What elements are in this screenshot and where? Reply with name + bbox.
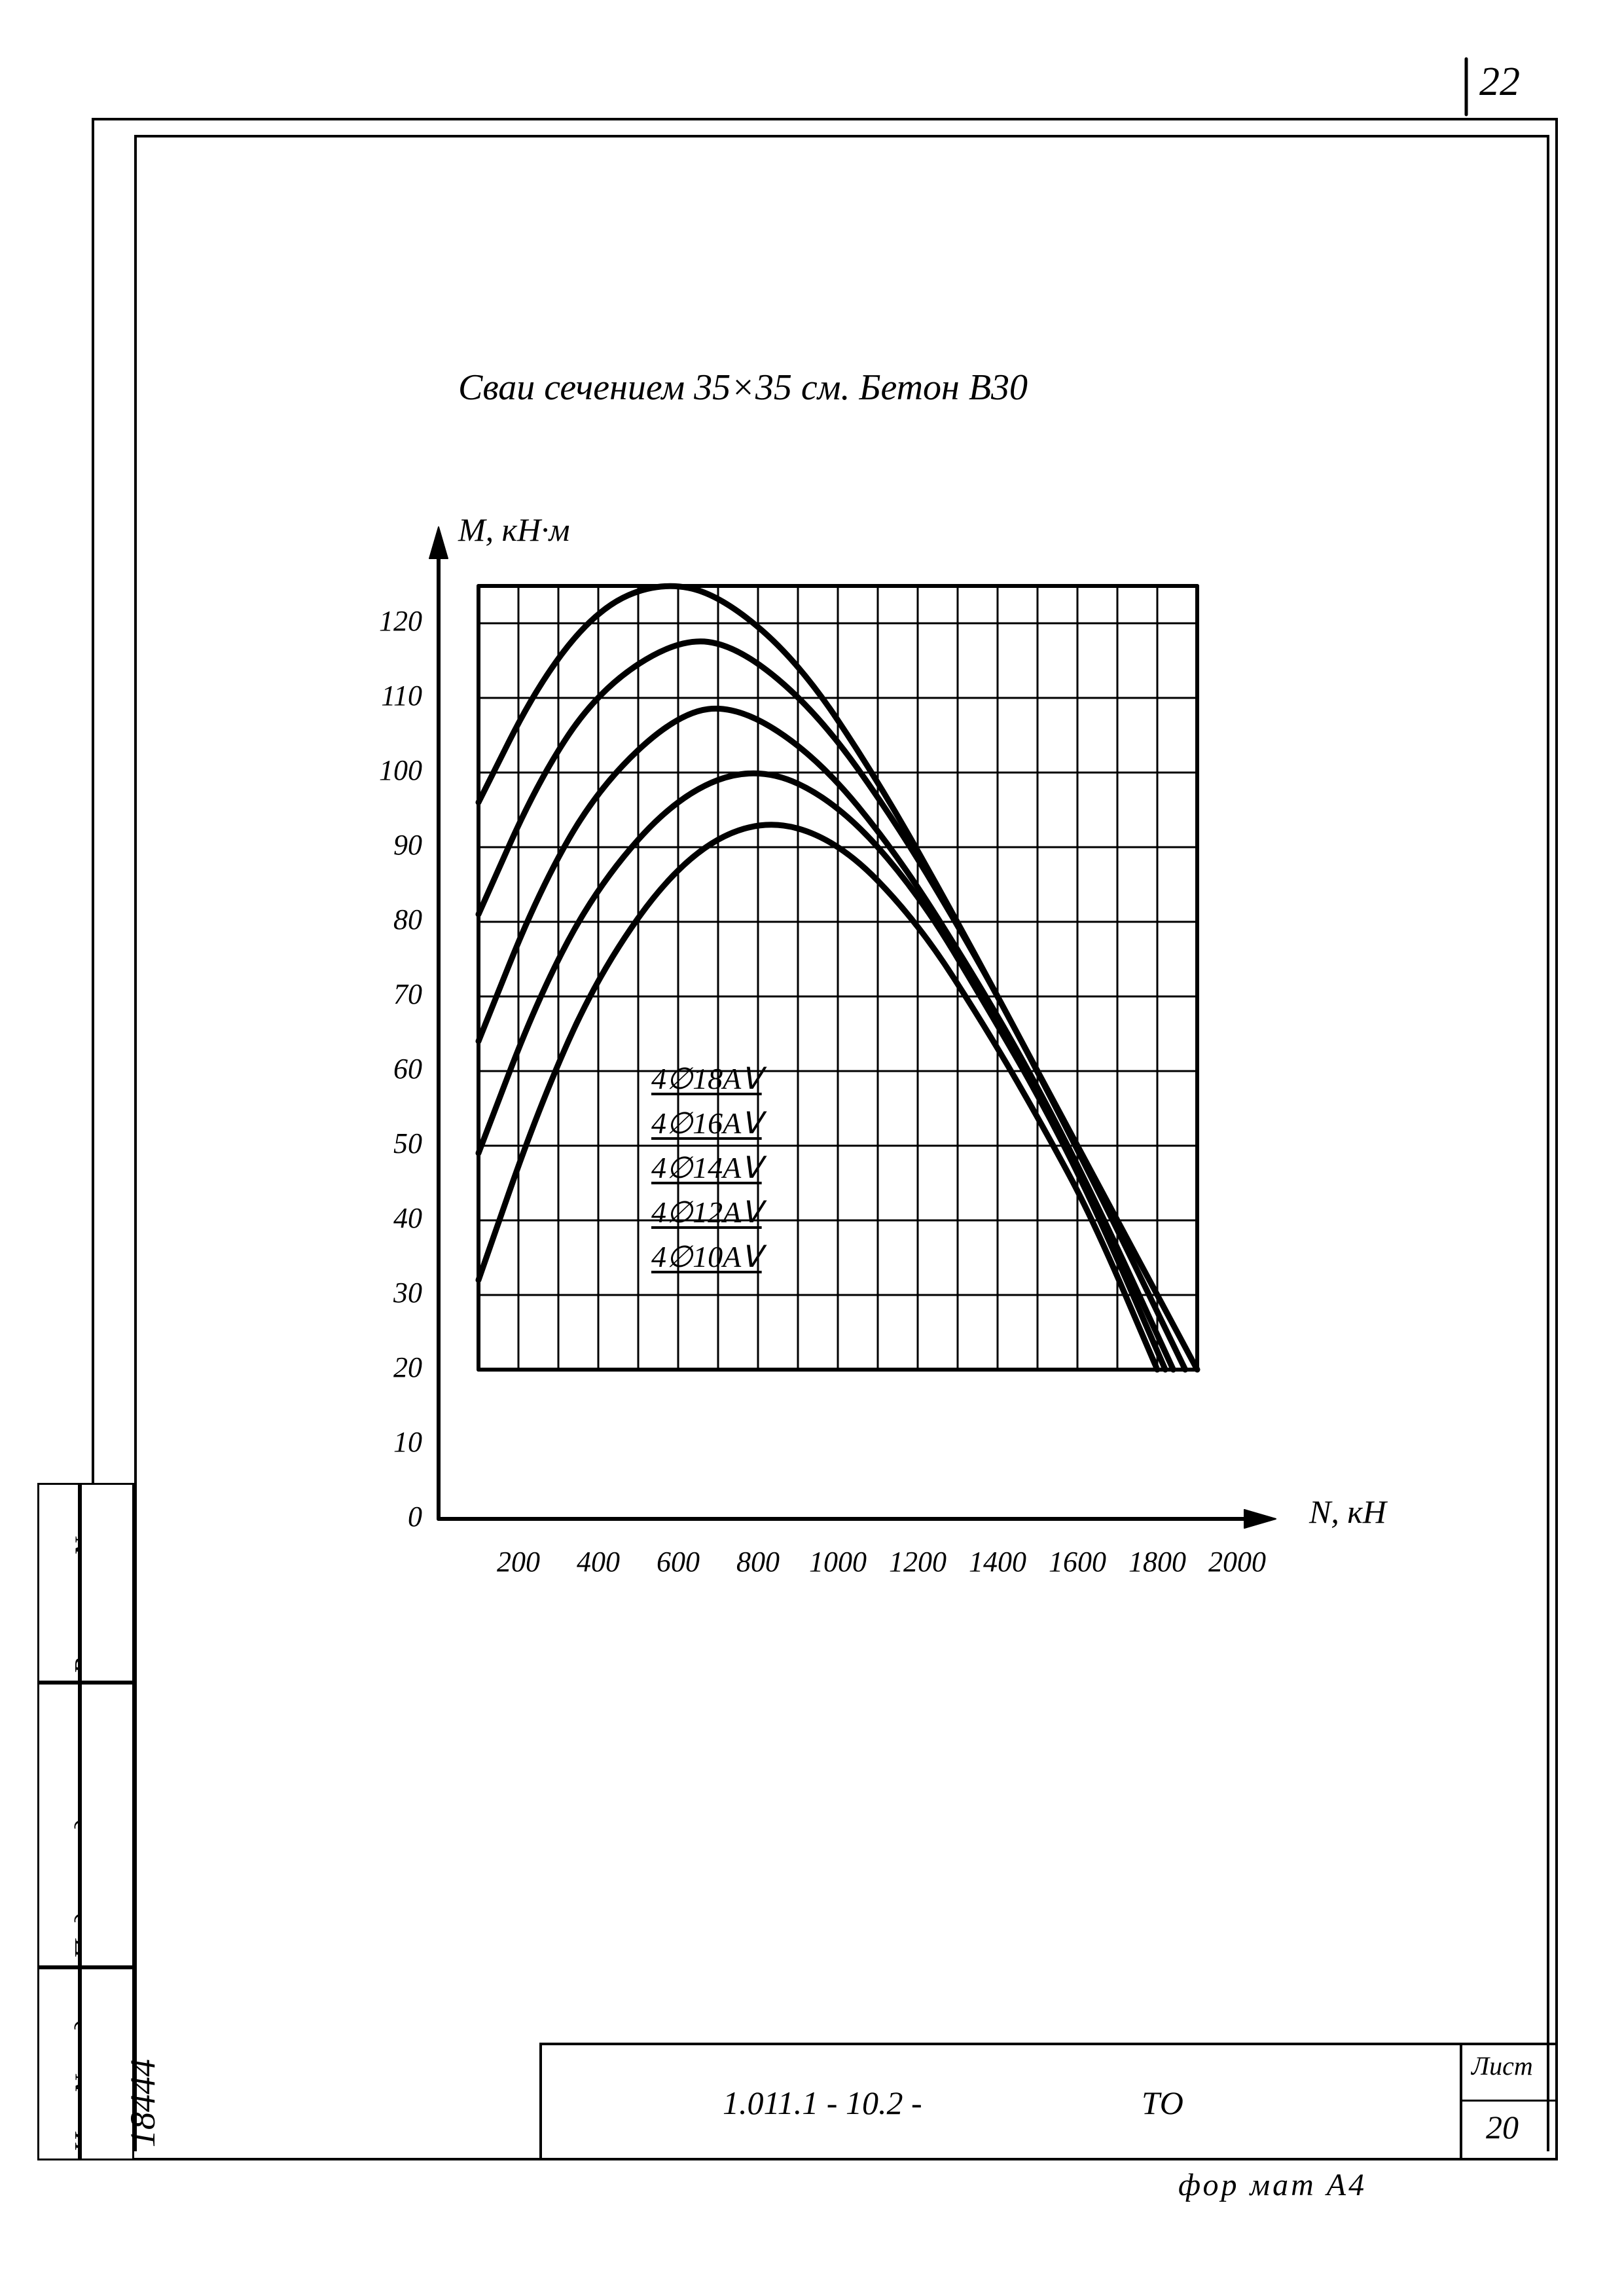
sheet-word: Лист [1471,2050,1533,2081]
y-tick-label: 70 [350,977,422,1011]
doc-number: 1.011.1 - 10.2 - [723,2084,922,2122]
page-root: 22 Сваи сечением 35×35 см. Бетон В30 М, … [0,0,1624,2296]
y-tick-label: 110 [350,679,422,712]
x-tick-label: 200 [476,1545,561,1578]
y-tick-label: 40 [350,1201,422,1235]
y-tick-label: 10 [350,1425,422,1459]
legend-item: 4∅16АⅤ [651,1105,762,1140]
x-tick-label: 1800 [1115,1545,1200,1578]
x-tick-label: 2000 [1195,1545,1280,1578]
y-tick-label: 30 [350,1276,422,1309]
legend-item: 4∅10АⅤ [651,1239,762,1274]
titleblock-frame [539,2043,1558,2160]
y-tick-label: 50 [350,1127,422,1160]
y-tick-label: 120 [350,604,422,638]
x-tick-label: 800 [715,1545,801,1578]
y-tick-label: 80 [350,903,422,936]
y-tick-label: 0 [350,1500,422,1533]
sidebar-value: 18444 [122,2059,163,2147]
chart-canvas [0,0,1624,2296]
legend-item: 4∅14АⅤ [651,1150,762,1185]
sheet-number: 20 [1486,2108,1519,2146]
y-tick-label: 20 [350,1351,422,1384]
sidebar-value-cell [80,1683,134,1967]
x-tick-label: 1000 [795,1545,880,1578]
y-tick-label: 100 [350,754,422,787]
x-tick-label: 1400 [955,1545,1040,1578]
x-tick-label: 600 [636,1545,721,1578]
format-label: фор мат А4 [1178,2167,1367,2203]
x-tick-label: 1600 [1035,1545,1120,1578]
sidebar-value-cell [80,1483,134,1683]
y-tick-label: 60 [350,1052,422,1085]
chart-legend: 4∅18АⅤ 4∅16АⅤ 4∅14АⅤ 4∅12АⅤ 4∅10АⅤ [651,1061,762,1283]
doc-suffix: ТО [1142,2084,1183,2122]
legend-item: 4∅12АⅤ [651,1194,762,1230]
y-tick-label: 90 [350,828,422,862]
x-tick-label: 1200 [875,1545,960,1578]
legend-item: 4∅18АⅤ [651,1061,762,1096]
x-tick-label: 400 [556,1545,641,1578]
